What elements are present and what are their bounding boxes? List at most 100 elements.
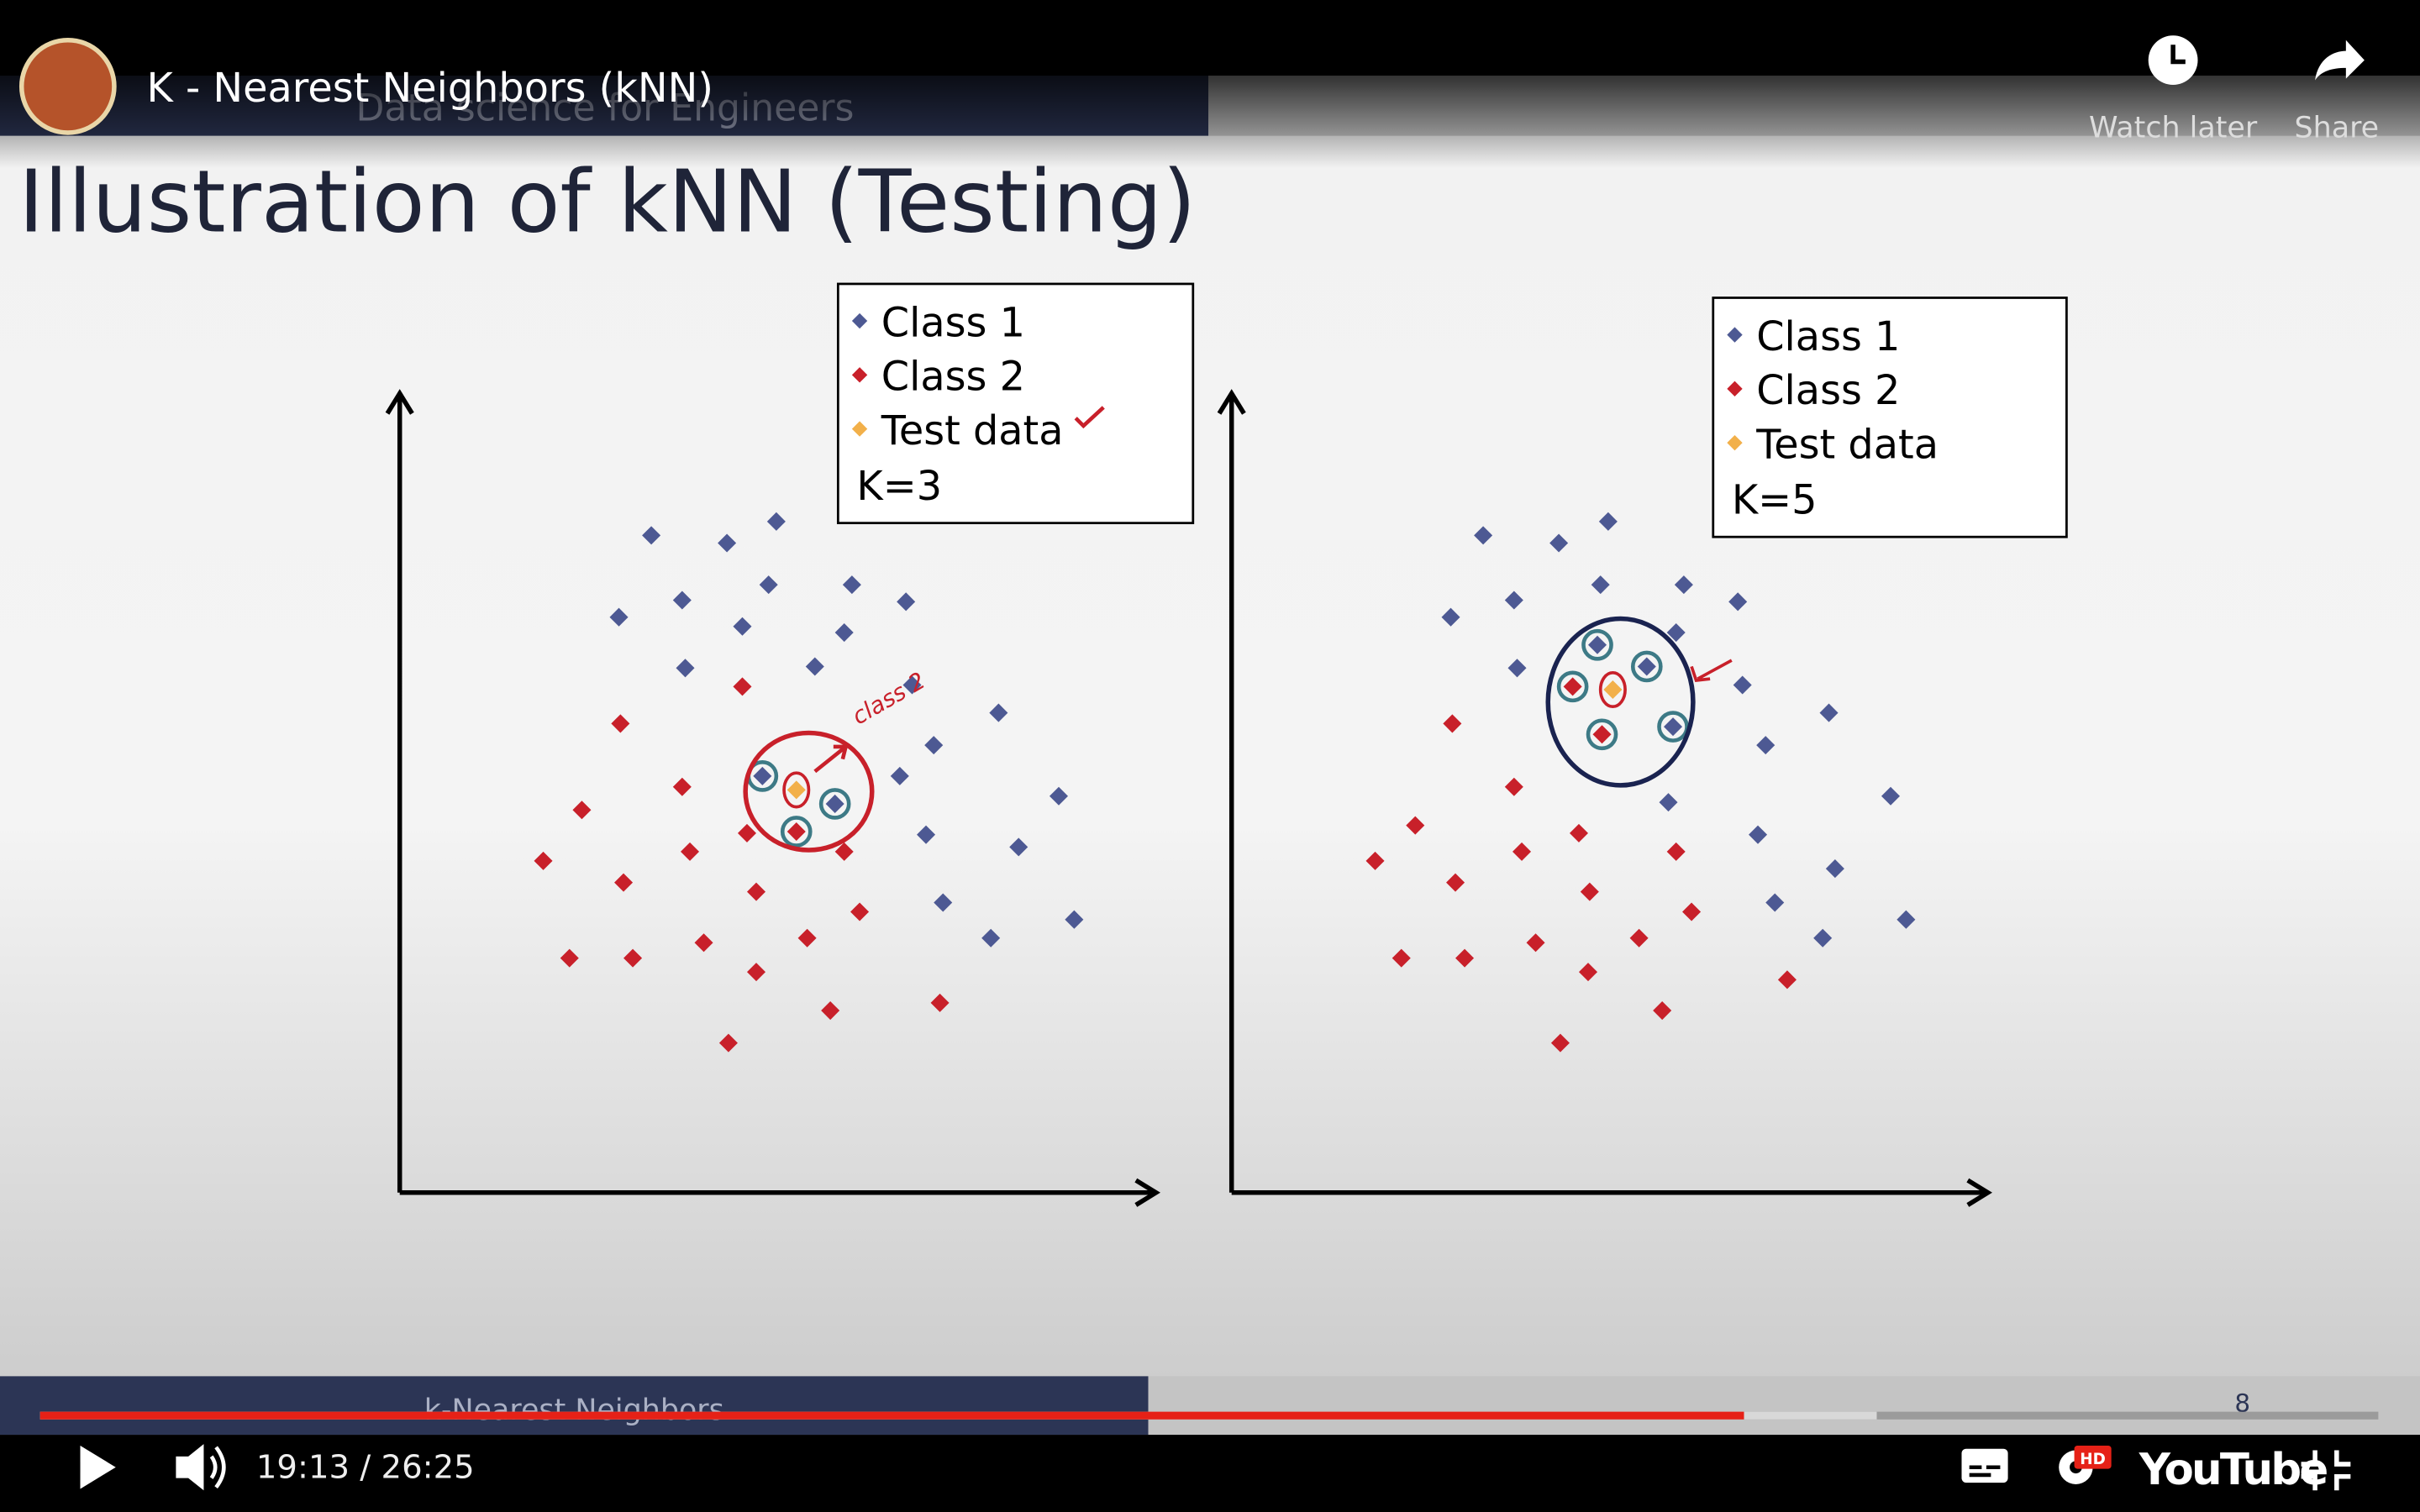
- legend-entry: Class 2: [1756, 368, 1900, 414]
- control-bar: [0, 1435, 2420, 1512]
- note-arrow-2: [1690, 659, 1733, 682]
- legend-entry: Class 1: [1756, 314, 1900, 360]
- class-2-point: [786, 822, 806, 842]
- legend-swatch: [851, 421, 868, 437]
- class-2-point: [1550, 1033, 1570, 1053]
- legend-entry: Class 2: [881, 354, 1025, 401]
- class-1-point: [609, 607, 629, 627]
- class-1-point: [1825, 859, 1844, 879]
- class-2-point: [834, 842, 854, 861]
- class-2-point: [572, 801, 592, 820]
- exit-fullscreen-button[interactable]: [2301, 1450, 2351, 1491]
- class-1-point: [1756, 736, 1776, 755]
- legend-entry: Test data: [1755, 423, 1939, 469]
- neighbour-ring: [1586, 718, 1618, 751]
- class-2-point: [930, 993, 950, 1012]
- class-1-point: [1507, 659, 1527, 678]
- class-1-point: [1659, 793, 1678, 812]
- watch-later-button[interactable]: Watch later: [2089, 35, 2258, 144]
- class-1-point: [805, 657, 824, 676]
- class-2-point: [1455, 948, 1475, 968]
- channel-logo[interactable]: [18, 38, 117, 135]
- class-1-point: [1637, 657, 1656, 676]
- axes: [385, 389, 1992, 1207]
- class-2-point: [1446, 873, 1465, 892]
- class-2-point: [1504, 777, 1523, 796]
- class-2-point: [737, 823, 756, 843]
- class-1-point: [897, 592, 916, 612]
- tick-mark: [1074, 406, 1105, 429]
- hd-label: HD: [2080, 1451, 2106, 1468]
- volume-button[interactable]: [176, 1444, 226, 1491]
- test-ring: [782, 771, 811, 809]
- class-2-point: [1653, 1001, 1672, 1021]
- neighbour-ring: [1581, 628, 1613, 661]
- cc-icon: [1961, 1448, 2008, 1483]
- top-shade: [0, 76, 2420, 169]
- class-2-point: [821, 1001, 840, 1021]
- clock-hands: [2170, 45, 2186, 65]
- class-1-point: [1765, 893, 1785, 912]
- class-1-point: [924, 736, 944, 755]
- subtitles-button[interactable]: [1961, 1448, 2008, 1483]
- class-2-point: [672, 777, 692, 796]
- share-label: Share: [2294, 111, 2379, 144]
- neighbour-ring: [1630, 650, 1663, 683]
- k-value: K=3: [856, 464, 942, 510]
- share-button[interactable]: Share: [2294, 39, 2379, 145]
- test-point: [786, 780, 806, 800]
- youtube-logo[interactable]: YouTube: [2139, 1445, 2329, 1495]
- legend-swatch: [851, 312, 868, 329]
- play-button[interactable]: [80, 1446, 116, 1489]
- axis-right: [1217, 389, 1992, 1207]
- class-2-point: [1580, 882, 1599, 901]
- class-2-point: [1569, 823, 1588, 843]
- test-ring: [1598, 670, 1627, 709]
- k-value: K=5: [1732, 478, 1818, 524]
- sound-waves: [209, 1446, 226, 1489]
- cc-lines: [1969, 1465, 2001, 1478]
- legend-swatch: [851, 367, 868, 383]
- footer-band: [0, 1376, 1149, 1436]
- class-2-point: [1406, 816, 1425, 835]
- class-2-point: [1629, 928, 1649, 948]
- class-1-point: [1881, 786, 1901, 806]
- neighbour-ring: [1556, 670, 1589, 703]
- legend-right: Class 1 Class 2 Test data K=5: [1712, 297, 2068, 538]
- class-1-point: [1049, 786, 1069, 806]
- class-1-point: [1588, 635, 1607, 654]
- top-bar: [0, 0, 2420, 76]
- neighbour-ring: [780, 816, 813, 848]
- legend-entry: Test data: [881, 408, 1064, 454]
- class-2-point: [1682, 902, 1702, 921]
- class-2-point: [1777, 970, 1797, 990]
- settings-button[interactable]: HD: [2059, 1446, 2112, 1484]
- share-icon: [2315, 39, 2365, 81]
- watch-later-label: Watch later: [2089, 111, 2258, 144]
- class-2-point: [746, 882, 766, 901]
- class-1-point: [1441, 607, 1460, 627]
- legend-left: Class 1 Class 2 Test data K=3: [836, 282, 1195, 525]
- test-point: [1603, 680, 1623, 700]
- class-1-point: [825, 794, 844, 813]
- class-1-point: [981, 928, 1001, 948]
- progress-played: [39, 1411, 1744, 1420]
- class-1-point: [1728, 592, 1748, 612]
- footer-text: k-Nearest Neighbors: [424, 1394, 724, 1427]
- class-1-point: [1813, 928, 1833, 948]
- class-2-point: [797, 928, 817, 948]
- neighbourhood-k3: [743, 730, 875, 853]
- class-2-point: [1512, 842, 1532, 861]
- class-1-point: [1749, 825, 1768, 844]
- video-title[interactable]: K - Nearest Neighbors (kNN): [146, 66, 713, 112]
- class-1-point: [834, 623, 854, 643]
- class-2-point: [1666, 842, 1686, 861]
- class-2-point: [560, 948, 579, 968]
- class-2-point: [1365, 851, 1385, 870]
- class-2-point: [718, 1033, 738, 1053]
- class-2-point: [534, 851, 553, 870]
- note-arrow: [813, 744, 849, 774]
- class-1-point: [1666, 623, 1686, 643]
- legend-box: [1712, 297, 2068, 538]
